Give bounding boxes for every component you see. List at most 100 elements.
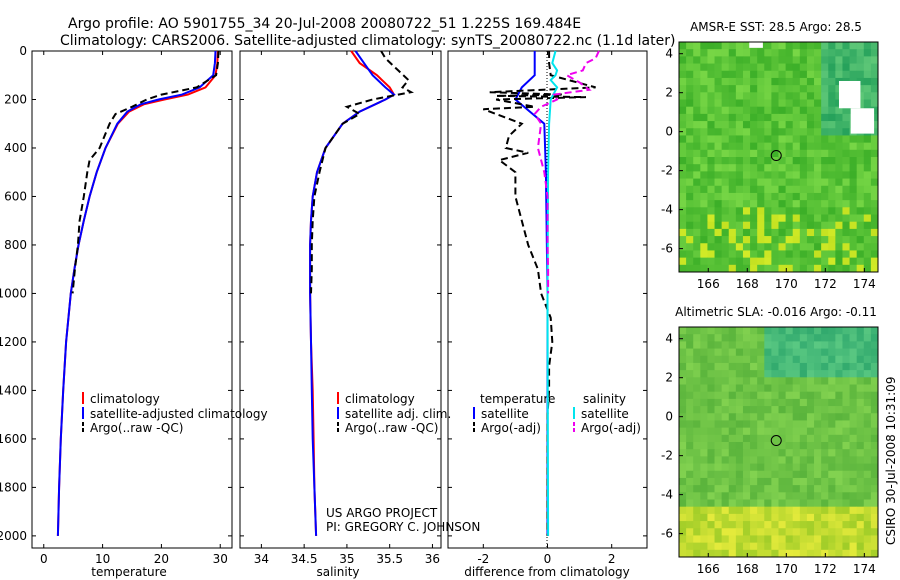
heatmap-cell	[742, 121, 751, 129]
heatmap-cell	[778, 391, 787, 400]
heatmap-cell	[785, 549, 794, 558]
heatmap-cell	[693, 528, 701, 536]
heatmap-cell	[821, 128, 829, 136]
heatmap-cell	[849, 164, 858, 172]
heatmap-cell	[693, 185, 701, 194]
heatmap-cell	[728, 485, 737, 493]
heatmap-cell	[828, 427, 836, 436]
heatmap-cell	[821, 113, 829, 122]
heatmap-cell	[742, 92, 751, 100]
heatmap-cell	[792, 384, 801, 393]
heatmap-cell	[700, 370, 708, 378]
heatmap-cell	[764, 513, 772, 522]
heatmap-cell	[828, 250, 836, 259]
heatmap-cell	[792, 157, 801, 165]
heatmap-cell	[750, 355, 758, 364]
heatmap-cell	[835, 135, 843, 144]
heatmap-cell	[757, 70, 765, 79]
heatmap-cell	[863, 362, 872, 371]
heatmap-cell	[700, 214, 708, 223]
y-tick-label: 1600	[0, 432, 27, 446]
heatmap-cell	[714, 113, 723, 122]
heatmap-cell	[700, 463, 708, 472]
heatmap-cell	[679, 178, 687, 187]
heatmap-cell	[849, 341, 858, 349]
heatmap-cell	[742, 207, 751, 215]
heatmap-cell	[806, 214, 815, 223]
heatmap-cell	[707, 521, 715, 529]
heatmap-cell	[764, 370, 772, 378]
heatmap-cell	[849, 149, 858, 158]
heatmap-cell	[870, 391, 879, 400]
heatmap-cell	[806, 528, 815, 536]
heatmap-cell	[821, 171, 829, 179]
heatmap-cell	[707, 99, 715, 108]
heatmap-cell	[863, 157, 872, 165]
heatmap-cell	[771, 49, 779, 57]
heatmap-cell	[842, 535, 850, 544]
heatmap-cell	[728, 477, 737, 486]
heatmap-cell	[707, 377, 715, 385]
heatmap-cell	[764, 192, 772, 201]
heatmap-cell	[764, 243, 772, 251]
heatmap-cell	[792, 485, 801, 493]
heatmap-cell	[821, 157, 829, 165]
heatmap-cell	[771, 149, 779, 158]
heatmap-cell	[728, 391, 737, 400]
heatmap-cell	[735, 221, 744, 230]
heatmap-cell	[742, 85, 751, 93]
heatmap-cell	[799, 214, 808, 223]
heatmap-cell	[750, 236, 758, 244]
heatmap-cell	[835, 49, 843, 57]
heatmap-cell	[700, 221, 708, 230]
heatmap-cell	[700, 171, 708, 179]
heatmap-cell	[856, 499, 865, 508]
heatmap-cell	[835, 398, 843, 407]
heatmap-cell	[806, 250, 815, 259]
heatmap-cell	[728, 77, 737, 86]
heatmap-cell	[721, 420, 730, 429]
heatmap-cell	[742, 442, 751, 450]
heatmap-cell	[828, 92, 836, 100]
heatmap-cell	[686, 185, 694, 194]
heatmap-cell	[792, 449, 801, 457]
heatmap-cell	[806, 42, 815, 50]
heatmap-cell	[693, 121, 701, 129]
heatmap-cell	[799, 391, 808, 400]
heatmap-cell	[714, 542, 723, 551]
heatmap-cell	[849, 257, 858, 266]
heatmap-cell	[771, 63, 779, 72]
heatmap-cell	[693, 135, 701, 144]
heatmap-cell	[785, 113, 794, 122]
heatmap-cell	[742, 171, 751, 179]
heatmap-cell	[856, 70, 865, 79]
heatmap-cell	[735, 513, 744, 522]
heatmap-cell	[849, 42, 858, 50]
heatmap-cell	[735, 142, 744, 151]
heatmap-cell	[757, 264, 765, 273]
heatmap-cell	[835, 535, 843, 544]
heatmap-cell	[849, 70, 858, 79]
heatmap-cell	[742, 449, 751, 457]
heatmap-cell	[835, 434, 843, 443]
heatmap-cell	[757, 513, 765, 522]
heatmap-cell	[742, 228, 751, 237]
heatmap-cell	[821, 535, 829, 544]
heatmap-cell	[856, 63, 865, 72]
x-tick-label: 34	[254, 552, 269, 566]
heatmap-cell	[792, 42, 801, 50]
heatmap-cell	[799, 185, 808, 194]
heatmap-cell	[828, 243, 836, 251]
heatmap-cell	[856, 243, 865, 251]
heatmap-cell	[707, 135, 715, 144]
heatmap-cell	[842, 528, 850, 536]
heatmap-cell	[821, 406, 829, 414]
heatmap-cell	[742, 128, 751, 136]
heatmap-cell	[835, 157, 843, 165]
heatmap-cell	[686, 355, 694, 364]
heatmap-cell	[814, 463, 822, 472]
heatmap-cell	[849, 434, 858, 443]
heatmap-cell	[806, 355, 815, 364]
heatmap-cell	[757, 549, 765, 558]
timestamp: CSIRO 30-Jul-2008 10:31:09	[884, 377, 898, 545]
